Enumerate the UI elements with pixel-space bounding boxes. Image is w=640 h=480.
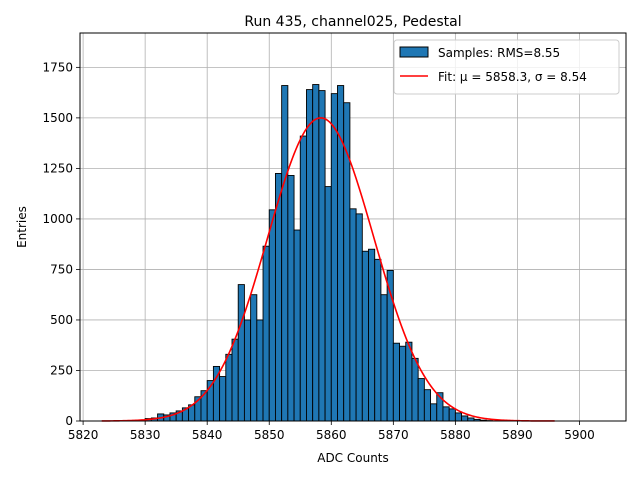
- histogram-bar: [243, 319, 252, 422]
- histogram-bar: [423, 389, 432, 422]
- histogram-bar: [231, 338, 239, 422]
- histogram-bar: [281, 85, 289, 422]
- histogram-bar: [442, 406, 450, 422]
- y-axis-label: Entries: [15, 206, 29, 248]
- x-tick-label: 5840: [192, 428, 223, 442]
- histogram-bar: [330, 93, 338, 422]
- histogram-bar: [287, 175, 295, 422]
- histogram-bar: [318, 90, 326, 422]
- y-tick-label: 1250: [42, 161, 73, 175]
- legend-label-samples: Samples: RMS=8.55: [438, 46, 560, 60]
- y-tick-label: 750: [50, 262, 73, 276]
- histogram-bar: [411, 357, 419, 422]
- histogram-bar: [324, 186, 332, 422]
- x-tick-label: 5880: [440, 428, 471, 442]
- plot-frame: [79, 32, 627, 422]
- histogram-bar: [299, 135, 307, 422]
- x-tick-label: 5850: [254, 428, 285, 442]
- y-tick-label: 0: [65, 414, 73, 428]
- histogram-bar: [448, 408, 456, 422]
- y-tick-label: 250: [50, 363, 73, 377]
- histogram-bar: [454, 412, 463, 422]
- legend-box: [393, 39, 620, 95]
- histogram-bar: [374, 258, 382, 422]
- histogram-bar: [312, 84, 320, 422]
- histogram-bar: [262, 245, 270, 422]
- x-tick-label: 5860: [316, 428, 347, 442]
- histogram-bar: [417, 378, 425, 422]
- histogram-bar: [405, 341, 413, 422]
- histogram-bar: [237, 284, 245, 422]
- histogram-bar: [293, 229, 301, 422]
- y-tick-label: 1000: [42, 212, 73, 226]
- ticks-layer: 5820 5830 5840 5850 5860 5870 5880 5890 5900 0 250…: [42, 60, 594, 442]
- histogram-bar: [430, 403, 438, 422]
- histogram-bar: [256, 319, 264, 422]
- x-tick-label: 5830: [130, 428, 161, 442]
- histogram-bar: [225, 353, 233, 422]
- bars-layer: [132, 84, 494, 422]
- histogram-bar: [361, 250, 369, 422]
- histogram-bar: [306, 89, 314, 422]
- legend-label-fit: Fit: μ = 5858.3, σ = 8.54: [438, 70, 587, 84]
- histogram-bar: [355, 213, 363, 422]
- histogram-bar: [349, 208, 357, 422]
- x-axis-label: ADC Counts: [317, 451, 389, 465]
- legend-swatch-samples: [399, 46, 429, 58]
- legend: Samples: RMS=8.55 Fit: μ = 5858.3, σ = 8…: [393, 39, 620, 95]
- fit-curve: [101, 117, 555, 422]
- y-tick-label: 1750: [42, 60, 73, 74]
- x-tick-label: 5890: [502, 428, 533, 442]
- histogram-bar: [219, 376, 227, 422]
- x-tick-label: 5900: [564, 428, 595, 442]
- histogram-bar: [461, 415, 469, 422]
- x-tick-label: 5870: [378, 428, 409, 442]
- histogram-bar: [368, 248, 376, 422]
- fit-layer: [101, 117, 555, 422]
- y-tick-label: 1500: [42, 111, 73, 125]
- chart-title: Run 435, channel025, Pedestal: [244, 14, 461, 30]
- x-tick-label: 5820: [68, 428, 99, 442]
- histogram-bar: [380, 294, 388, 422]
- histogram-bar: [274, 172, 283, 422]
- histogram-bar: [250, 294, 258, 422]
- histogram-bar: [392, 342, 400, 422]
- y-tick-label: 500: [50, 313, 73, 327]
- histogram-bar: [399, 345, 407, 422]
- histogram-bar: [268, 209, 276, 422]
